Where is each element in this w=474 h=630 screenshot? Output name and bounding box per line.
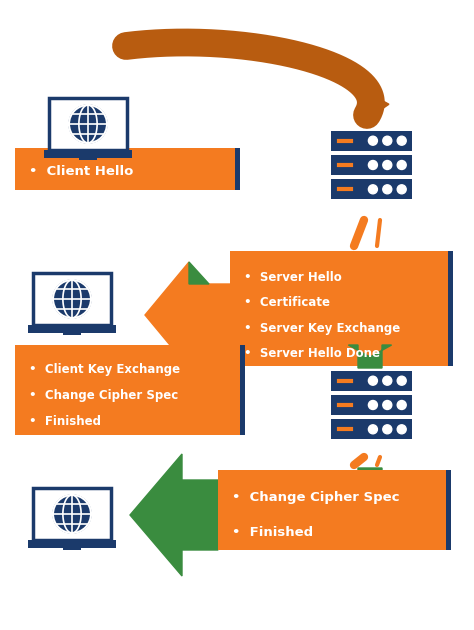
Text: •  Client Key Exchange: • Client Key Exchange [29,362,180,375]
Circle shape [383,161,392,169]
Circle shape [397,401,406,410]
Text: •  Finished: • Finished [29,415,101,428]
Circle shape [368,376,377,385]
Circle shape [397,161,406,169]
Circle shape [397,136,406,145]
Circle shape [368,425,377,434]
Circle shape [397,376,406,385]
Polygon shape [145,262,298,368]
Circle shape [368,185,377,194]
Circle shape [69,105,107,143]
Circle shape [53,495,91,533]
FancyBboxPatch shape [63,546,81,550]
FancyBboxPatch shape [49,98,127,150]
FancyBboxPatch shape [235,148,240,190]
FancyBboxPatch shape [230,251,448,366]
Circle shape [383,185,392,194]
Text: •  Client Hello: • Client Hello [29,165,133,178]
FancyBboxPatch shape [44,150,132,158]
FancyBboxPatch shape [218,470,446,550]
Circle shape [397,185,406,194]
Polygon shape [189,346,209,368]
Circle shape [383,401,392,410]
Circle shape [53,280,91,318]
FancyBboxPatch shape [28,325,116,333]
FancyBboxPatch shape [28,540,116,548]
FancyBboxPatch shape [331,155,412,175]
FancyBboxPatch shape [15,345,240,435]
Circle shape [368,401,377,410]
Text: •  Change Cipher Spec: • Change Cipher Spec [29,389,178,402]
Text: •  Server Hello: • Server Hello [244,271,342,284]
Text: •  Server Key Exchange: • Server Key Exchange [244,321,400,335]
FancyBboxPatch shape [331,180,412,199]
FancyBboxPatch shape [15,148,235,190]
FancyBboxPatch shape [240,345,245,435]
FancyBboxPatch shape [79,156,97,160]
Polygon shape [363,91,389,122]
FancyBboxPatch shape [33,488,111,540]
Polygon shape [348,345,392,368]
Text: •  Change Cipher Spec: • Change Cipher Spec [232,491,400,504]
Text: •  Certificate: • Certificate [244,296,330,309]
FancyBboxPatch shape [331,371,412,391]
Text: •  Server Hello Done: • Server Hello Done [244,347,380,360]
Circle shape [368,161,377,169]
Circle shape [383,425,392,434]
FancyBboxPatch shape [331,420,412,439]
FancyBboxPatch shape [331,395,412,415]
FancyBboxPatch shape [331,131,412,151]
Polygon shape [189,262,209,284]
FancyBboxPatch shape [446,470,451,550]
Circle shape [368,136,377,145]
Circle shape [383,376,392,385]
Circle shape [383,136,392,145]
FancyBboxPatch shape [33,273,111,325]
Polygon shape [348,468,392,498]
Text: •  Finished: • Finished [232,526,313,539]
FancyBboxPatch shape [63,331,81,335]
Circle shape [397,425,406,434]
Polygon shape [130,454,218,576]
FancyBboxPatch shape [448,251,453,366]
